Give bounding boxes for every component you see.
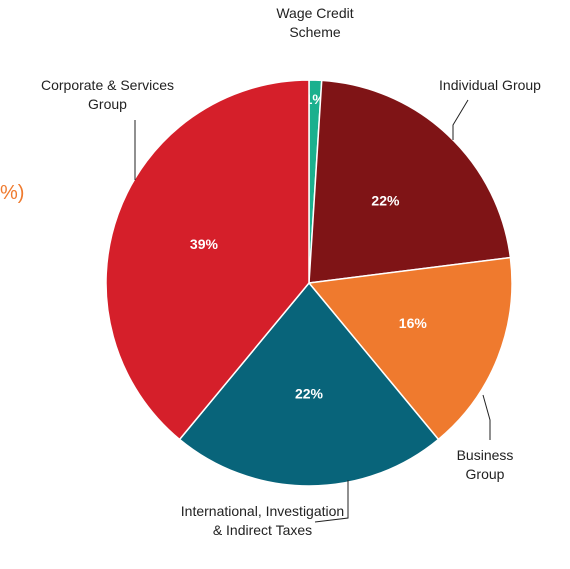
- leader-line: [314, 480, 349, 523]
- category-label: Individual Group: [439, 77, 541, 93]
- category-label: Wage Credit Scheme: [276, 5, 354, 40]
- pie-slice: [105, 79, 310, 441]
- category-label: International, Investigation & Indirect …: [180, 503, 345, 538]
- value-label: 22%: [295, 385, 324, 401]
- category-label: Business Group: [456, 447, 514, 482]
- leader-line: [452, 99, 469, 140]
- pie-slice: [307, 256, 513, 441]
- pie-slice: [308, 79, 512, 284]
- value-label: 39%: [190, 236, 219, 252]
- clipped-text: %): [0, 182, 25, 204]
- value-label: 22%: [371, 192, 400, 208]
- pie-slice: [178, 281, 440, 487]
- leader-line: [482, 394, 491, 440]
- value-label: 16%: [399, 315, 428, 331]
- category-label: Corporate & Services Group: [40, 77, 175, 112]
